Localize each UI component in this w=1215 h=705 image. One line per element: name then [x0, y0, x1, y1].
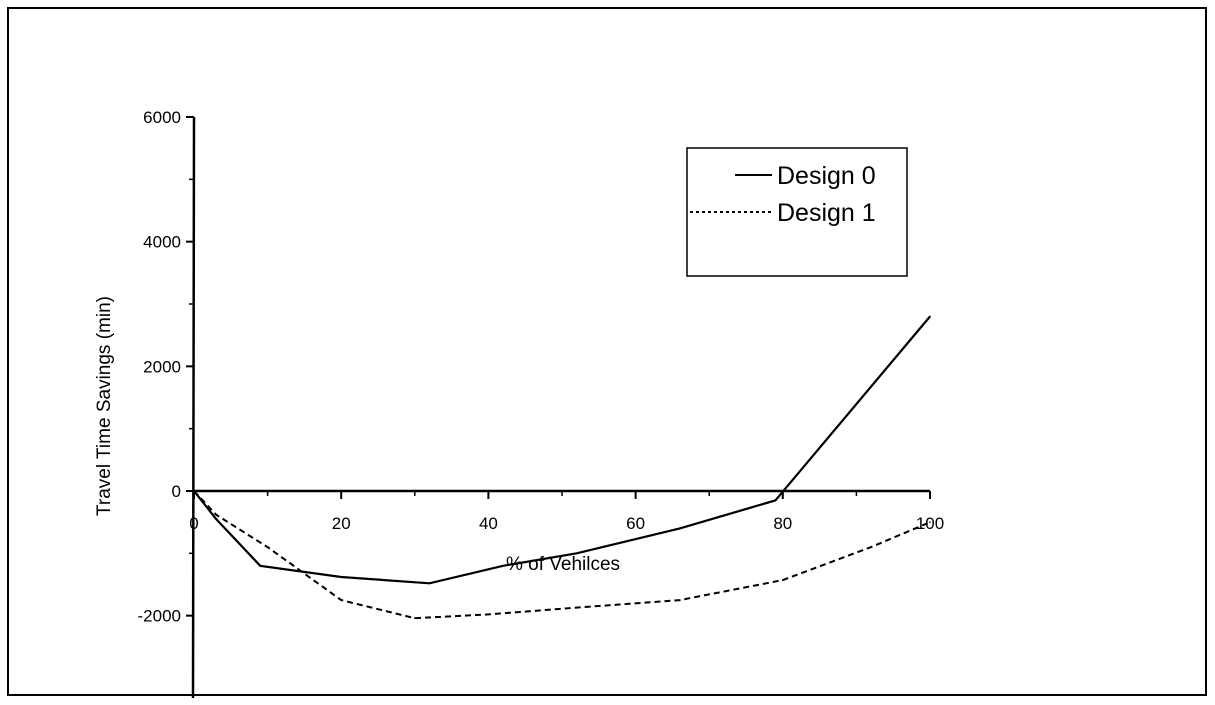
- data-point-design-0: [774, 499, 777, 502]
- y-axis-title: Travel Time Savings (min): [94, 296, 115, 516]
- data-point-design-0: [428, 582, 431, 585]
- data-point-design-1: [340, 599, 343, 601]
- y-tick-label: 2000: [143, 357, 181, 376]
- data-point-design-1: [414, 617, 416, 619]
- data-point-design-1: [929, 521, 931, 523]
- y-tick-label: 0: [172, 482, 181, 501]
- legend-box: [686, 147, 908, 277]
- y-tick-label: -2000: [138, 607, 181, 626]
- data-point-design-1: [575, 606, 578, 609]
- data-point-design-1: [266, 546, 269, 548]
- x-ticks: 0 20 40 60 80 100: [189, 491, 944, 533]
- data-point-design-0: [575, 552, 578, 555]
- data-point-design-1: [487, 613, 490, 616]
- x-tick-label: 40: [479, 514, 498, 533]
- series-line-design-0: [193, 315, 931, 585]
- data-point-design-0: [929, 315, 931, 318]
- x-tick-label: 60: [626, 514, 645, 533]
- x-tick-label: 100: [916, 514, 944, 533]
- y-tick-label: 4000: [143, 233, 181, 252]
- x-tick-label: 0: [189, 514, 198, 533]
- legend-label-design-1: Design 1: [777, 199, 876, 227]
- data-point-design-1: [215, 513, 217, 516]
- legend: Design 0 Design 1: [686, 147, 908, 277]
- series-layer: [193, 315, 931, 620]
- data-point-design-1: [678, 599, 681, 601]
- data-point-design-0: [259, 565, 262, 567]
- y-ticks: 6000 4000 2000 0 -2000: [138, 108, 194, 626]
- y-axis: [191, 116, 196, 699]
- data-point-design-0: [215, 518, 217, 520]
- data-point-design-0: [678, 527, 681, 530]
- data-point-design-0: [502, 565, 504, 567]
- x-tick-label: 20: [332, 514, 351, 533]
- data-point-design-0: [340, 576, 343, 578]
- y-tick-label: 6000: [143, 108, 181, 127]
- data-point-design-1: [193, 490, 195, 492]
- data-point-design-1: [782, 579, 784, 581]
- data-point-design-1: [870, 546, 872, 548]
- legend-label-design-0: Design 0: [777, 162, 876, 190]
- chart-frame: [7, 7, 1207, 696]
- x-axis-title: % of Vehilces: [506, 554, 620, 575]
- x-tick-label: 80: [773, 514, 792, 533]
